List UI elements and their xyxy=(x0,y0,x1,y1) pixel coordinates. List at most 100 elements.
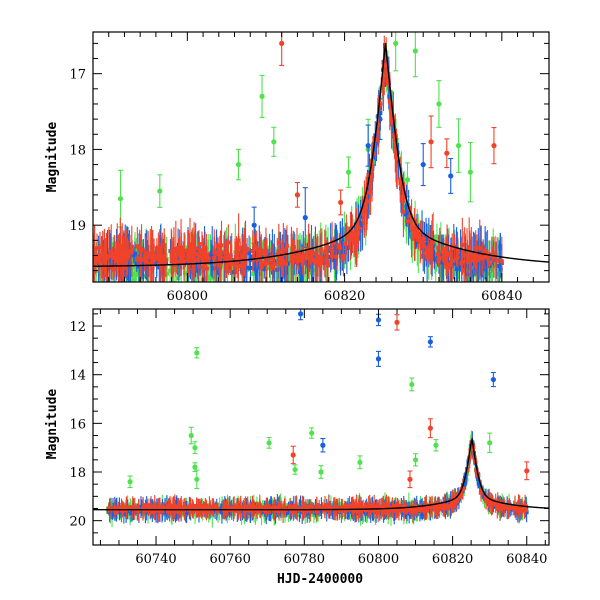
outlier-point xyxy=(192,464,198,470)
data-point xyxy=(344,246,349,251)
data-point xyxy=(315,254,320,259)
data-point xyxy=(413,229,418,234)
data-point xyxy=(425,253,430,258)
data-point xyxy=(209,253,214,258)
data-point xyxy=(334,254,339,259)
data-point xyxy=(143,254,148,259)
outlier-point xyxy=(192,445,198,451)
data-point xyxy=(343,241,348,246)
data-point xyxy=(179,245,184,250)
data-point xyxy=(421,244,426,249)
outlier-point xyxy=(436,101,442,107)
data-point xyxy=(307,256,312,261)
data-point xyxy=(190,249,195,254)
data-point xyxy=(243,260,248,265)
outlier-point xyxy=(235,161,242,168)
data-point xyxy=(268,255,273,260)
data-point xyxy=(392,138,397,143)
data-point xyxy=(404,206,409,211)
data-point xyxy=(212,248,217,253)
data-point xyxy=(467,245,472,250)
data-point xyxy=(497,506,502,511)
data-point xyxy=(154,259,159,264)
data-point xyxy=(183,245,188,250)
data-point xyxy=(418,238,423,243)
x-tick-label: 60840 xyxy=(481,289,522,304)
outlier-point xyxy=(433,442,439,448)
data-point xyxy=(476,260,481,265)
y-tick-label: 18 xyxy=(69,143,86,158)
data-point xyxy=(169,249,174,254)
data-point xyxy=(153,256,158,261)
data-point xyxy=(126,248,131,253)
data-point xyxy=(322,250,327,255)
data-point xyxy=(319,258,324,263)
data-point xyxy=(376,122,381,127)
outlier-point xyxy=(302,215,308,221)
outlier-point xyxy=(117,196,124,202)
data-point xyxy=(337,243,342,248)
data-point xyxy=(427,507,432,512)
data-point xyxy=(222,250,227,255)
data-point xyxy=(284,243,289,248)
data-point xyxy=(435,251,440,256)
outlier-point xyxy=(251,222,257,228)
data-point xyxy=(102,251,107,256)
data-point xyxy=(450,259,455,264)
data-point xyxy=(287,262,292,267)
data-point xyxy=(483,249,488,254)
data-point xyxy=(225,271,230,276)
outlier-point xyxy=(194,476,200,482)
data-point xyxy=(412,234,417,239)
data-point xyxy=(183,512,188,517)
x-tick-label: 60800 xyxy=(167,289,208,304)
data-point xyxy=(197,242,202,247)
data-point xyxy=(513,510,518,515)
outlier-point xyxy=(266,440,272,446)
data-point xyxy=(479,253,484,258)
data-point xyxy=(385,69,390,74)
data-point xyxy=(361,212,366,217)
outlier-point xyxy=(338,199,344,206)
data-point xyxy=(369,164,374,169)
data-point xyxy=(474,251,479,256)
outlier-point xyxy=(279,40,285,46)
data-point xyxy=(391,133,396,138)
data-point xyxy=(377,120,382,125)
data-point xyxy=(175,259,180,264)
data-point xyxy=(226,253,231,258)
data-point xyxy=(451,254,456,259)
y-tick-label: 17 xyxy=(69,68,86,83)
data-point xyxy=(329,247,334,252)
data-point xyxy=(177,252,182,257)
data-point xyxy=(380,87,385,92)
data-point xyxy=(123,249,128,254)
data-point xyxy=(455,247,460,252)
data-point xyxy=(99,278,104,282)
data-point xyxy=(358,223,363,228)
data-point xyxy=(381,73,386,78)
data-point xyxy=(240,509,245,514)
red-series xyxy=(106,314,530,524)
data-point xyxy=(106,254,111,259)
data-point xyxy=(172,256,177,261)
data-point xyxy=(398,186,403,191)
data-point xyxy=(150,254,155,259)
data-point xyxy=(362,206,367,211)
data-point xyxy=(295,255,300,260)
outlier-point xyxy=(491,143,497,149)
data-point xyxy=(357,220,362,225)
data-point xyxy=(385,78,390,83)
data-point xyxy=(311,258,316,263)
data-point xyxy=(158,247,163,252)
data-point xyxy=(407,510,412,515)
data-point xyxy=(231,270,236,275)
data-point xyxy=(93,259,98,264)
data-point xyxy=(248,254,253,259)
data-point xyxy=(277,260,282,265)
data-point xyxy=(497,263,502,268)
data-point xyxy=(127,259,132,264)
data-point xyxy=(169,258,174,263)
data-point xyxy=(275,252,280,257)
y-tick-label: 19 xyxy=(69,219,86,234)
